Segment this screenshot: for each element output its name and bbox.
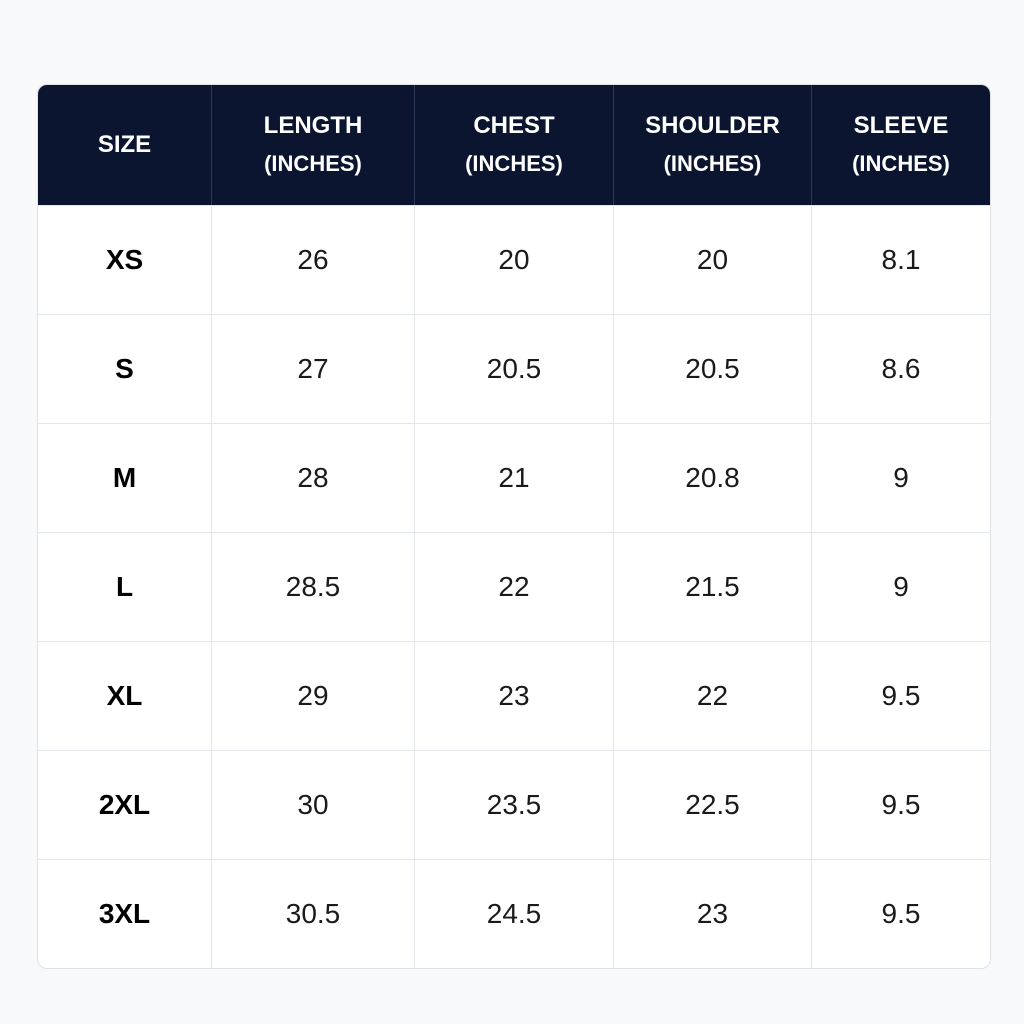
size-cell: XS bbox=[38, 205, 211, 314]
length-cell: 30.5 bbox=[211, 859, 414, 968]
header-size: SIZE bbox=[38, 85, 211, 205]
size-cell: XL bbox=[38, 641, 211, 750]
header-length-unit: (INCHES) bbox=[264, 151, 362, 176]
header-row: SIZE LENGTH (INCHES) CHEST (INCHES) SHOU… bbox=[38, 85, 990, 205]
header-chest-label: CHEST bbox=[473, 112, 555, 139]
header-length: LENGTH (INCHES) bbox=[211, 85, 414, 205]
size-cell: M bbox=[38, 423, 211, 532]
sleeve-cell: 8.1 bbox=[811, 205, 990, 314]
chest-cell: 24.5 bbox=[414, 859, 613, 968]
header-shoulder-label: SHOULDER bbox=[645, 112, 780, 139]
chest-cell: 23 bbox=[414, 641, 613, 750]
header-sleeve-label: SLEEVE bbox=[853, 112, 949, 139]
header-length-label: LENGTH bbox=[263, 112, 363, 139]
shoulder-cell: 20.8 bbox=[613, 423, 811, 532]
chest-cell: 23.5 bbox=[414, 750, 613, 859]
chest-cell: 21 bbox=[414, 423, 613, 532]
size-chart-table: SIZE LENGTH (INCHES) CHEST (INCHES) SHOU… bbox=[37, 84, 991, 969]
length-cell: 28.5 bbox=[211, 532, 414, 641]
sleeve-cell: 9 bbox=[811, 532, 990, 641]
header-chest-unit: (INCHES) bbox=[465, 151, 563, 176]
table-body: XS 26 20 20 8.1 S 27 20.5 20.5 8.6 M 28 … bbox=[38, 205, 990, 968]
header-sleeve: SLEEVE (INCHES) bbox=[811, 85, 990, 205]
sleeve-cell: 8.6 bbox=[811, 314, 990, 423]
length-cell: 30 bbox=[211, 750, 414, 859]
shoulder-cell: 20.5 bbox=[613, 314, 811, 423]
table-row: XL 29 23 22 9.5 bbox=[38, 641, 990, 750]
size-cell: 3XL bbox=[38, 859, 211, 968]
chest-cell: 20.5 bbox=[414, 314, 613, 423]
table-row: L 28.5 22 21.5 9 bbox=[38, 532, 990, 641]
sleeve-cell: 9.5 bbox=[811, 750, 990, 859]
size-cell: 2XL bbox=[38, 750, 211, 859]
sleeve-cell: 9 bbox=[811, 423, 990, 532]
header-shoulder-unit: (INCHES) bbox=[663, 151, 762, 176]
header-sleeve-unit: (INCHES) bbox=[852, 151, 950, 176]
sleeve-cell: 9.5 bbox=[811, 859, 990, 968]
table-row: 3XL 30.5 24.5 23 9.5 bbox=[38, 859, 990, 968]
shoulder-cell: 22 bbox=[613, 641, 811, 750]
length-cell: 26 bbox=[211, 205, 414, 314]
header-shoulder: SHOULDER (INCHES) bbox=[613, 85, 811, 205]
sleeve-cell: 9.5 bbox=[811, 641, 990, 750]
table-header: SIZE LENGTH (INCHES) CHEST (INCHES) SHOU… bbox=[38, 85, 990, 205]
shoulder-cell: 22.5 bbox=[613, 750, 811, 859]
table-row: S 27 20.5 20.5 8.6 bbox=[38, 314, 990, 423]
header-chest: CHEST (INCHES) bbox=[414, 85, 613, 205]
table-row: M 28 21 20.8 9 bbox=[38, 423, 990, 532]
chest-cell: 20 bbox=[414, 205, 613, 314]
table-row: XS 26 20 20 8.1 bbox=[38, 205, 990, 314]
shoulder-cell: 23 bbox=[613, 859, 811, 968]
header-size-label: SIZE bbox=[97, 131, 152, 158]
table-row: 2XL 30 23.5 22.5 9.5 bbox=[38, 750, 990, 859]
shoulder-cell: 21.5 bbox=[613, 532, 811, 641]
length-cell: 28 bbox=[211, 423, 414, 532]
size-cell: S bbox=[38, 314, 211, 423]
length-cell: 29 bbox=[211, 641, 414, 750]
shoulder-cell: 20 bbox=[613, 205, 811, 314]
length-cell: 27 bbox=[211, 314, 414, 423]
size-cell: L bbox=[38, 532, 211, 641]
chest-cell: 22 bbox=[414, 532, 613, 641]
